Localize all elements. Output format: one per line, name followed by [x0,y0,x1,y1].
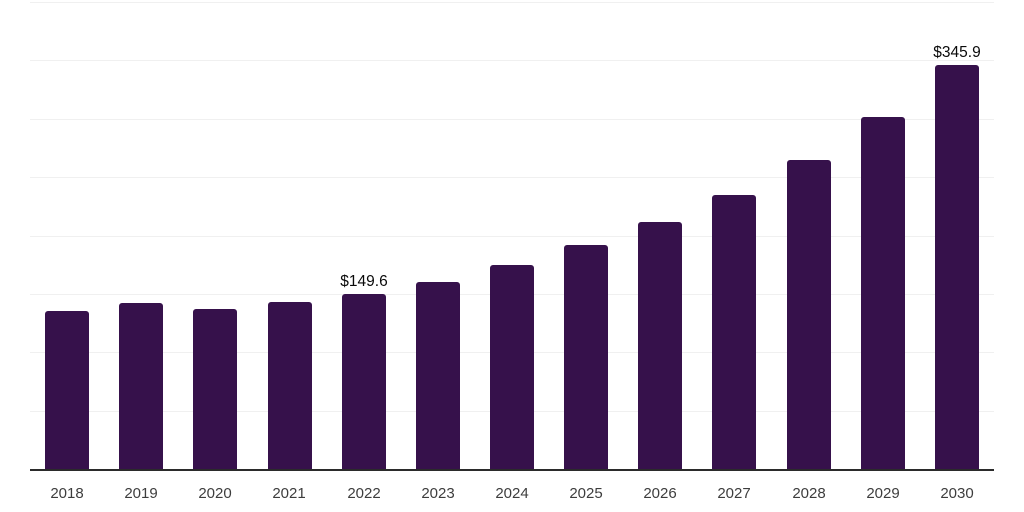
x-tick-2021: 2021 [272,485,306,502]
bar-2025[interactable] [564,245,608,469]
x-tick-2018: 2018 [50,485,84,502]
bar-2023[interactable] [416,282,460,469]
gridline [30,236,994,237]
x-axis-line [30,469,994,471]
x-tick-2027: 2027 [717,485,751,502]
x-tick-2028: 2028 [792,485,826,502]
gridline [30,2,994,3]
bar-2029[interactable] [861,117,905,469]
gridline [30,60,994,61]
value-label-2022: $149.6 [340,273,388,290]
x-tick-2019: 2019 [124,485,158,502]
x-tick-2024: 2024 [495,485,529,502]
x-tick-2022: 2022 [347,485,381,502]
x-tick-2026: 2026 [643,485,677,502]
bar-2030[interactable] [935,65,979,469]
bar-2027[interactable] [712,195,756,469]
bar-2024[interactable] [490,265,534,469]
gridline [30,119,994,120]
bar-2020[interactable] [193,309,237,469]
bar-2019[interactable] [119,303,163,469]
value-label-2030: $345.9 [933,44,981,61]
gridline [30,177,994,178]
x-tick-2023: 2023 [421,485,455,502]
x-tick-2025: 2025 [569,485,603,502]
x-tick-2020: 2020 [198,485,232,502]
bar-2021[interactable] [268,302,312,469]
bar-2022[interactable] [342,294,386,469]
bar-2026[interactable] [638,222,682,469]
bar-2018[interactable] [45,311,89,469]
x-tick-2030: 2030 [940,485,974,502]
x-tick-2029: 2029 [866,485,900,502]
bar-2028[interactable] [787,160,831,469]
